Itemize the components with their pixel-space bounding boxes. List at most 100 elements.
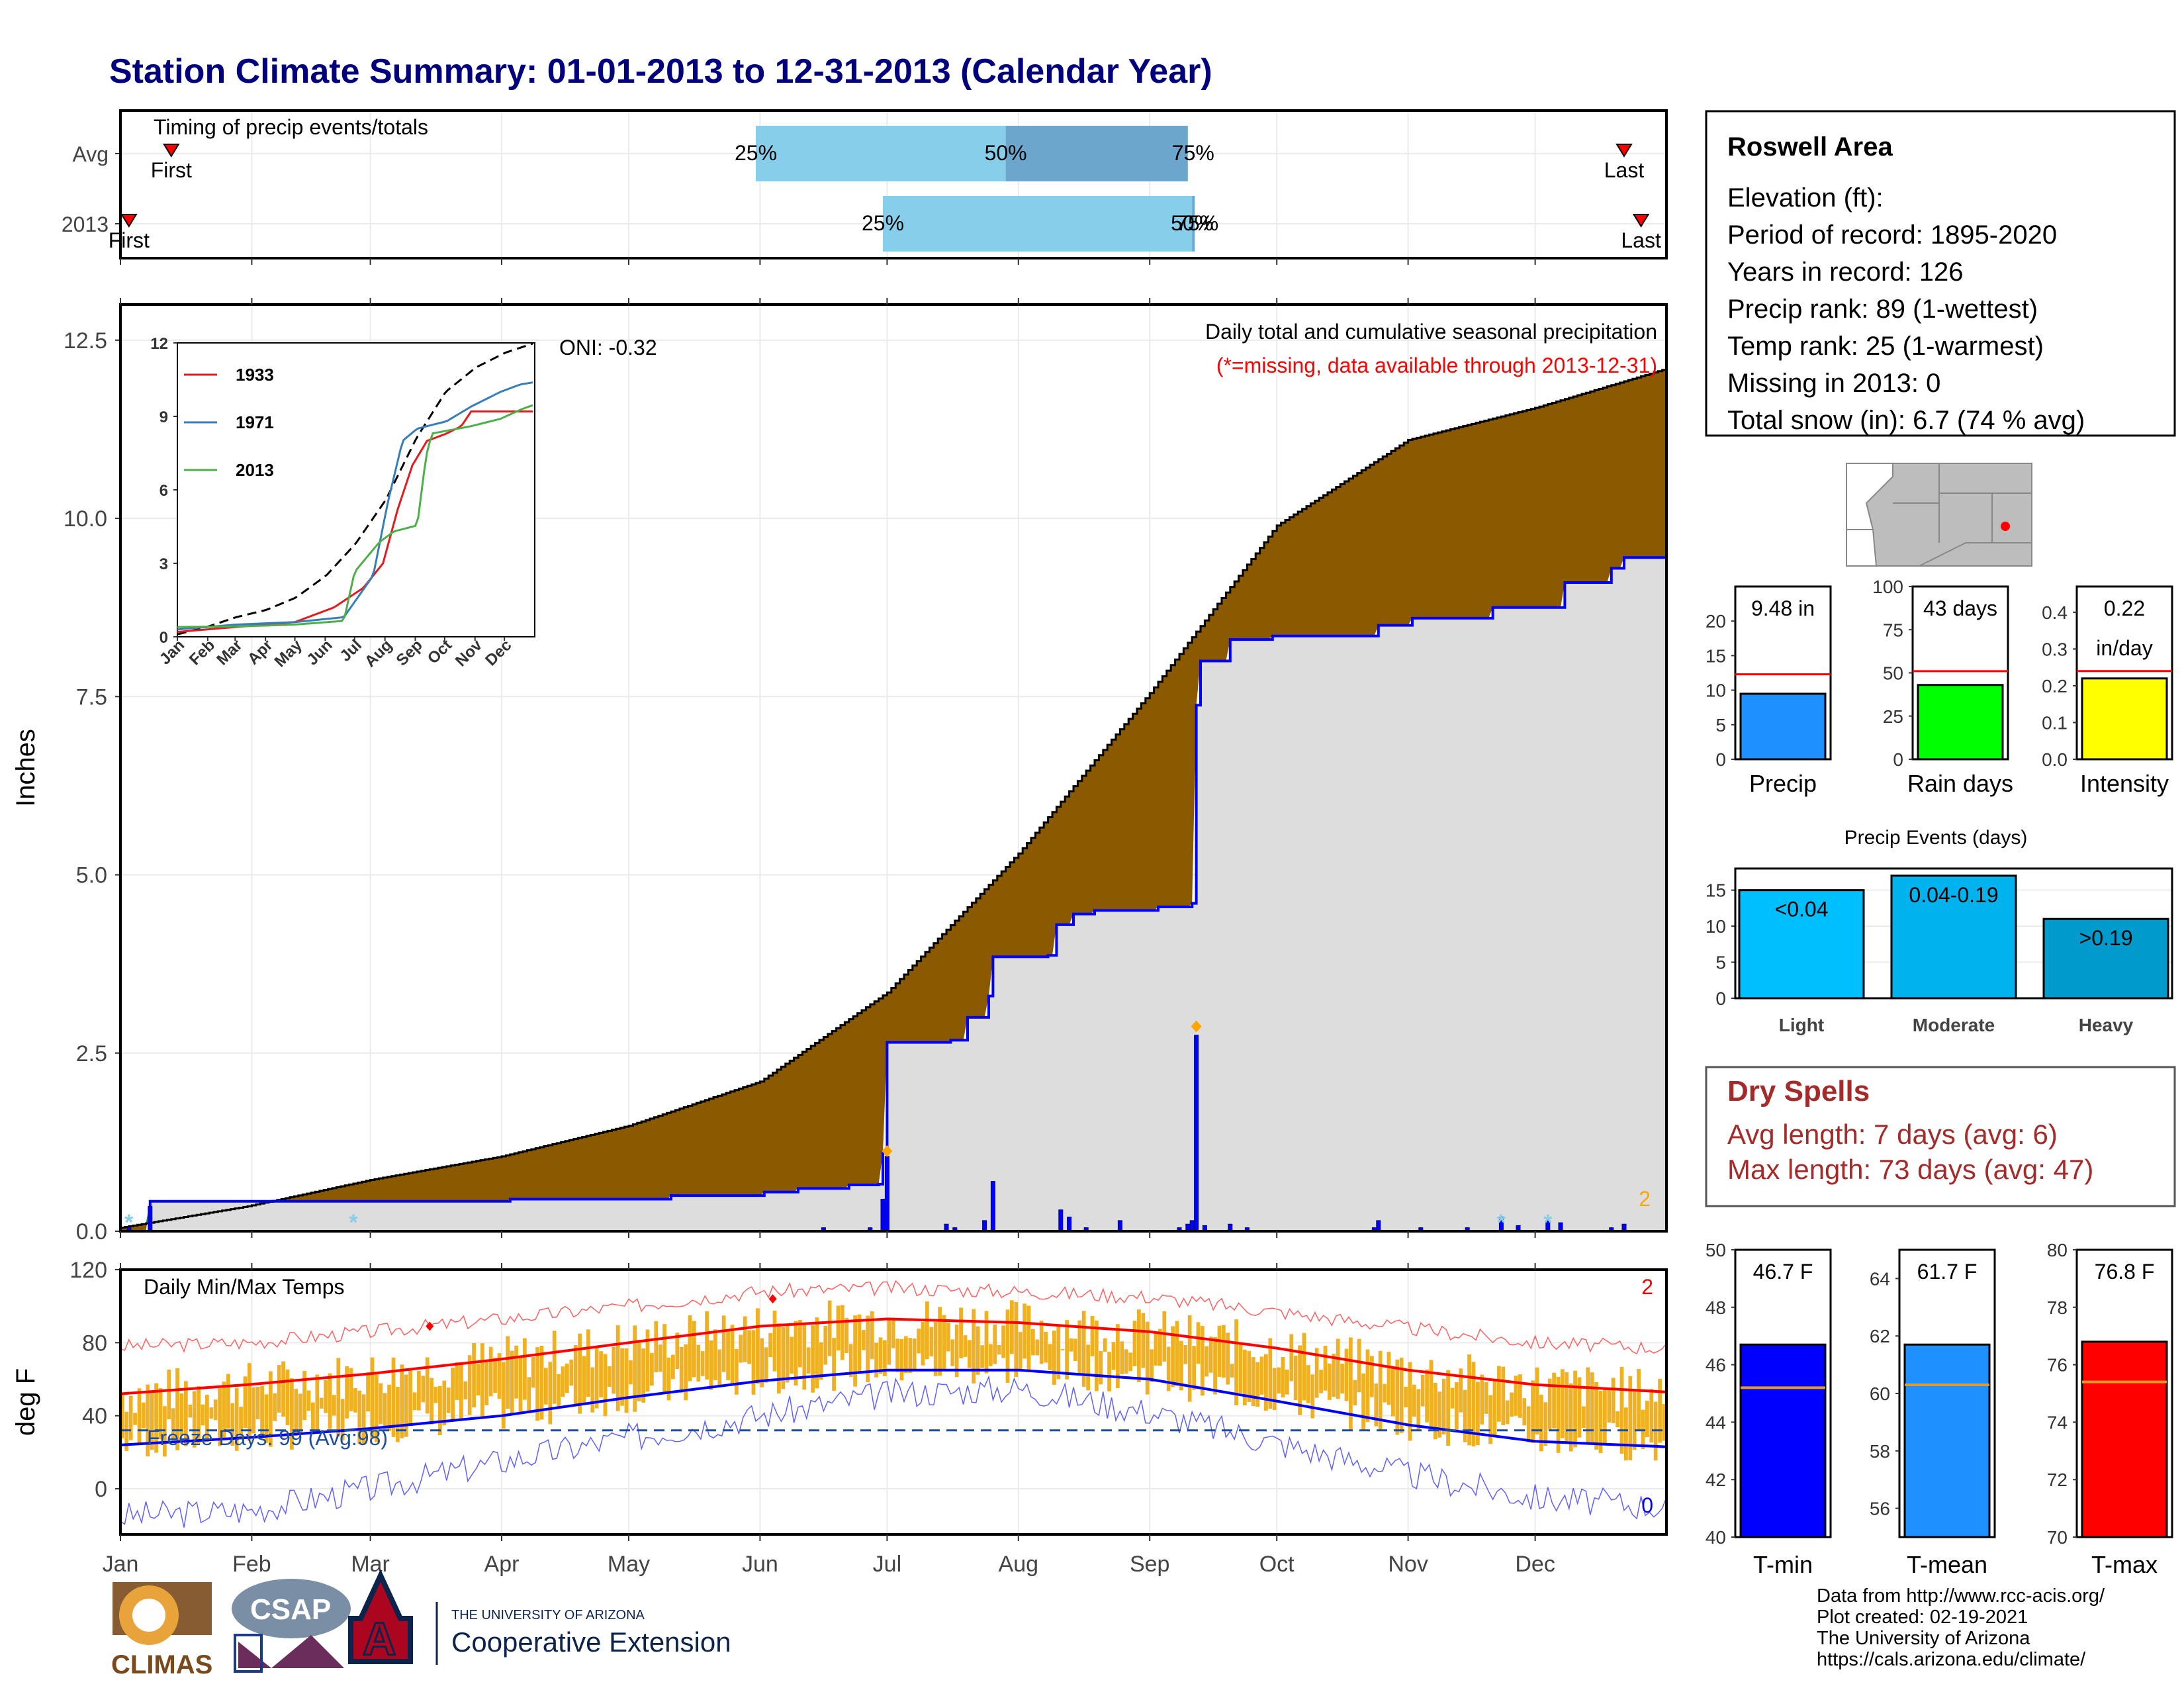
daily-temp-bar [281, 1361, 285, 1417]
climas-logo-text: CLIMAS [111, 1650, 212, 1679]
daily-temp-bar [1213, 1336, 1217, 1395]
events-y-tick: 5 [1715, 953, 1726, 973]
month-label: Oct [1259, 1552, 1295, 1577]
inset-series-2013 [177, 404, 533, 628]
daily-temp-bar [1044, 1331, 1048, 1363]
events-plot-border [1734, 867, 2173, 1000]
daily-temp-bar [1039, 1320, 1044, 1364]
daily-temp-bar [781, 1327, 786, 1389]
daily-temp-bar [1319, 1370, 1323, 1393]
month-label: Feb [232, 1552, 271, 1577]
daily-temp-bar [684, 1344, 688, 1401]
daily-temp-bar [1484, 1382, 1488, 1414]
event-bar-label: 0.04-0.19 [1909, 883, 1998, 907]
daily-temp-bar [836, 1305, 841, 1351]
summary-bars: 0 5 10 15 20 9.48 in Precip 0 25 50 75 100 43 days Ra… [1706, 577, 2173, 797]
first-event-marker [163, 144, 180, 158]
record-temp-marker [426, 1321, 434, 1331]
daily-temp-bar [1010, 1300, 1014, 1354]
daily-temp-bar [1539, 1395, 1543, 1452]
inset-y-tick: 0 [159, 629, 168, 647]
daily-temp-bar [1230, 1364, 1234, 1378]
daily-temp-bar [1077, 1320, 1082, 1375]
daily-temp-bar [1522, 1398, 1527, 1426]
last-event-marker [1615, 144, 1633, 158]
daily-temp-bar [1404, 1386, 1408, 1408]
daily-temp-bar [510, 1350, 514, 1415]
daily-temp-bar [1632, 1391, 1637, 1450]
daily-temp-bar [1150, 1349, 1154, 1383]
daily-temp-bar [599, 1351, 603, 1397]
daily-temp-bar [1128, 1352, 1132, 1372]
daily-temp-bar [1437, 1391, 1442, 1438]
temp-bar-y-tick: 74 [2047, 1412, 2068, 1432]
daily-temp-bar [1081, 1311, 1086, 1387]
events-y-tick: 15 [1706, 880, 1726, 901]
daily-temp-bar [1463, 1389, 1467, 1442]
summary-y-tick: 5 [1715, 715, 1726, 735]
daily-temp-bar [1293, 1355, 1298, 1401]
daily-temp-bar [950, 1339, 955, 1366]
temp-bar-y-tick: 42 [1706, 1470, 1726, 1490]
temp-bar-y-tick: 40 [1706, 1527, 1726, 1548]
daily-temp-bar [1412, 1384, 1416, 1417]
info-line: Years in record: 126 [1727, 258, 1964, 287]
ua-logo-big-text: Cooperative Extension [451, 1626, 731, 1658]
footer-credits: Data from http://www.rcc-acis.org/ Plot … [1817, 1585, 2105, 1670]
daily-temp-bar [455, 1362, 459, 1400]
daily-temp-bar [662, 1324, 666, 1393]
daily-temp-bar [1166, 1346, 1171, 1391]
daily-temp-bar [586, 1329, 590, 1397]
daily-temp-bar [739, 1335, 743, 1363]
daily-temp-bar [408, 1370, 412, 1425]
daily-temp-bar [594, 1348, 599, 1409]
daily-temp-bar [1471, 1362, 1476, 1447]
temp-bar-y-tick: 64 [1870, 1268, 1890, 1289]
precip-caption: Daily total and cumulative seasonal prec… [1205, 320, 1657, 344]
event-bar [1738, 889, 1865, 1000]
inset-y-tick: 9 [159, 408, 168, 426]
daily-temp-bar [383, 1393, 387, 1429]
daily-temp-bar [1183, 1344, 1188, 1364]
daily-temp-bar [133, 1413, 137, 1425]
daily-temp-bar [544, 1368, 548, 1405]
daily-temp-bar [328, 1373, 332, 1429]
daily-temp-bar [1497, 1366, 1501, 1422]
daily-temp-bar [1429, 1360, 1433, 1430]
month-label: Jun [742, 1552, 778, 1577]
event-bar [2042, 917, 2169, 1000]
event-bar-label: <0.04 [1775, 898, 1829, 921]
daily-temp-bar [853, 1315, 857, 1387]
daily-temp-bar [302, 1371, 306, 1421]
daily-temp-bar [1543, 1402, 1548, 1446]
daily-temp-bar [908, 1338, 913, 1374]
last-event-label: Last [1604, 158, 1645, 182]
daily-temp-bar [608, 1366, 612, 1387]
daily-temp-bar [629, 1360, 633, 1385]
daily-temp-bar [1187, 1315, 1192, 1402]
daily-temp-bar [1383, 1383, 1387, 1403]
daily-temp-bar [260, 1385, 264, 1435]
daily-temp-bar [1201, 1326, 1205, 1396]
daily-precip-bar [1117, 1220, 1122, 1232]
daily-temp-bar [1052, 1331, 1056, 1385]
summary-y-tick: 0.2 [2042, 676, 2068, 696]
daily-temp-bar [866, 1315, 870, 1383]
daily-temp-bar [946, 1322, 950, 1352]
daily-temp-bar [1361, 1373, 1365, 1430]
daily-temp-bar [497, 1353, 502, 1399]
daily-precip-bar [884, 1156, 889, 1232]
daily-max-marker [882, 1145, 893, 1157]
summary-y-tick: 0 [1715, 749, 1726, 770]
daily-temp-bar [997, 1344, 1001, 1355]
summary-y-tick: 0.1 [2042, 712, 2068, 733]
daily-temp-bar [1492, 1379, 1497, 1436]
temp-bar-y-tick: 44 [1706, 1412, 1726, 1432]
daily-temp-bar [1619, 1366, 1624, 1454]
temp-bar-y-tick: 80 [2047, 1240, 2068, 1260]
daily-temp-bar [239, 1407, 243, 1438]
daily-temp-bar [264, 1394, 269, 1443]
daily-temp-bar [671, 1354, 675, 1380]
daily-temp-bar [1637, 1369, 1641, 1432]
daily-temp-bar [717, 1349, 722, 1387]
